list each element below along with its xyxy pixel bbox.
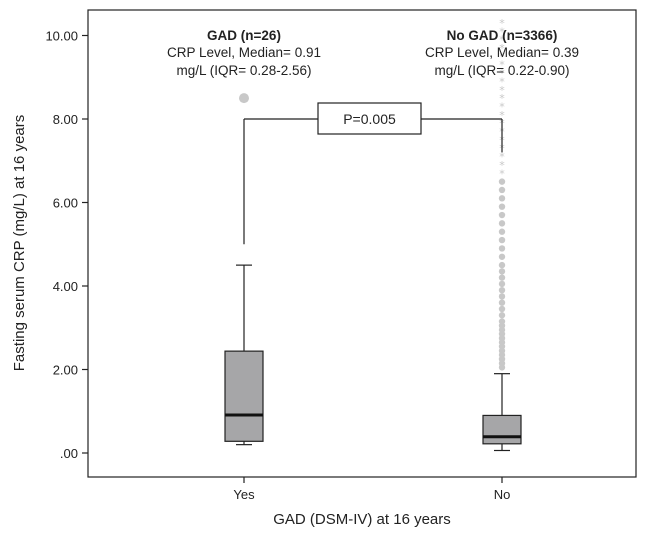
- y-axis: .00 2.00 4.00 6.00 8.00 10.00: [45, 29, 88, 461]
- outlier-point: [498, 268, 506, 275]
- y-axis-title: Fasting serum CRP (mg/L) at 16 years: [11, 115, 28, 371]
- group-stat-annotation: CRP Level, Median= 0.39: [425, 45, 579, 60]
- group-title-annotation: GAD (n=26): [207, 28, 281, 43]
- outlier-point: [498, 253, 506, 260]
- outlier-point: [498, 318, 506, 325]
- extreme-point: *: [499, 151, 505, 164]
- y-tick-label: 4.00: [53, 279, 78, 294]
- extreme-point: *: [499, 84, 505, 97]
- group-stat-annotation: CRP Level, Median= 0.91: [167, 45, 321, 60]
- outlier-point: [498, 186, 506, 194]
- extreme-point: *: [499, 75, 505, 88]
- outlier-point: [498, 203, 506, 210]
- significance-bracket: P=0.005: [243, 102, 503, 245]
- p-value-label: P=0.005: [343, 111, 396, 127]
- y-tick-label: .00: [60, 446, 78, 461]
- outlier-point: [498, 293, 506, 300]
- outlier-point: [498, 211, 506, 219]
- outlier-point: [498, 261, 506, 269]
- y-tick-label: 6.00: [53, 196, 78, 211]
- p-value-box: [317, 102, 422, 135]
- extreme-point: *: [499, 17, 505, 30]
- group-title-annotation: No GAD (n=3366): [447, 28, 558, 43]
- extreme-point: *: [499, 159, 505, 172]
- outlier-point: [498, 305, 506, 313]
- outlier-point: [239, 93, 249, 104]
- plot-frame: [87, 9, 637, 478]
- extreme-point: *: [499, 59, 505, 72]
- outlier-point: [498, 195, 506, 202]
- extreme-point: *: [499, 50, 505, 63]
- outlier-point: [498, 312, 506, 319]
- annotations-group: GAD (n=26) CRP Level, Median= 0.91 mg/L (I…: [167, 28, 579, 78]
- iqr-box: [224, 350, 264, 442]
- outlier-point: [498, 220, 506, 227]
- x-axis: Yes No: [233, 477, 510, 502]
- extreme-point: *: [499, 92, 505, 105]
- x-tick-label: Yes: [233, 487, 255, 502]
- outlier-point: [498, 286, 506, 294]
- outlier-point: [498, 245, 506, 252]
- y-tick-label: 8.00: [53, 112, 78, 127]
- extreme-point: *: [499, 167, 505, 180]
- outlier-point: [498, 178, 506, 185]
- outlier-point: [498, 228, 506, 235]
- x-axis-title: GAD (DSM-IV) at 16 years: [273, 511, 451, 528]
- group-stat-annotation: mg/L (IQR= 0.22-0.90): [435, 63, 570, 78]
- outlier-point: [498, 236, 506, 244]
- extreme-point: *: [499, 34, 505, 47]
- iqr-box: [482, 414, 522, 445]
- y-tick-label: 2.00: [53, 363, 78, 378]
- boxes-group: *******************: [224, 17, 522, 452]
- extreme-point: *: [499, 67, 505, 80]
- extreme-point: *: [499, 42, 505, 55]
- x-tick-label: No: [494, 487, 511, 502]
- outlier-point: [498, 280, 506, 288]
- outlier-point: [498, 274, 506, 281]
- outlier-point: [498, 299, 506, 306]
- extreme-point: *: [499, 100, 505, 113]
- extreme-point: *: [499, 109, 505, 122]
- extreme-point: *: [499, 25, 505, 38]
- group-stat-annotation: mg/L (IQR= 0.28-2.56): [177, 63, 312, 78]
- y-tick-label: 10.00: [45, 29, 78, 44]
